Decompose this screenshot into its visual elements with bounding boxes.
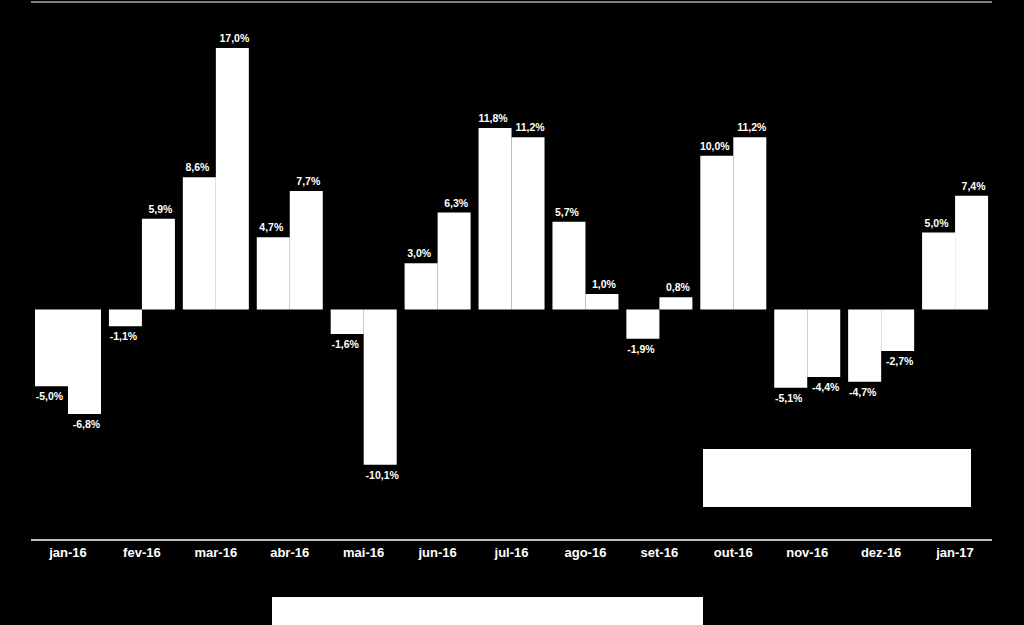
svg-text:out-16: out-16: [714, 545, 753, 560]
svg-text:mar-16: mar-16: [194, 545, 237, 560]
svg-text:5,7%: 5,7%: [555, 206, 580, 218]
svg-text:5,9%: 5,9%: [148, 203, 173, 215]
svg-text:17,0%: 17,0%: [219, 32, 249, 44]
svg-text:jul-16: jul-16: [494, 545, 529, 560]
svg-text:8,6%: 8,6%: [185, 161, 210, 173]
svg-text:-5,1%: -5,1%: [775, 392, 803, 404]
svg-text:-10,1%: -10,1%: [366, 469, 400, 481]
svg-text:jan-17: jan-17: [935, 545, 974, 560]
svg-text:dez-16: dez-16: [861, 545, 901, 560]
svg-text:4,7%: 4,7%: [259, 221, 284, 233]
svg-text:0,8%: 0,8%: [666, 281, 691, 293]
svg-text:7,4%: 7,4%: [962, 180, 987, 192]
svg-text:3,0%: 3,0%: [407, 247, 432, 259]
svg-text:ago-16: ago-16: [564, 545, 606, 560]
svg-text:mai-16: mai-16: [343, 545, 384, 560]
svg-text:-2,7%: -2,7%: [886, 355, 914, 367]
svg-text:6,3%: 6,3%: [444, 197, 469, 209]
svg-text:abr-16: abr-16: [270, 545, 309, 560]
svg-text:-6,8%: -6,8%: [73, 418, 101, 430]
svg-text:-1,9%: -1,9%: [627, 343, 655, 355]
svg-text:5,0%: 5,0%: [925, 217, 950, 229]
svg-text:-1,1%: -1,1%: [110, 330, 138, 342]
svg-text:set-16: set-16: [641, 545, 679, 560]
svg-text:11,2%: 11,2%: [737, 121, 767, 133]
svg-text:nov-16: nov-16: [786, 545, 828, 560]
svg-text:11,8%: 11,8%: [478, 112, 508, 124]
svg-text:1,0%: 1,0%: [592, 278, 617, 290]
svg-text:jan-16: jan-16: [48, 545, 87, 560]
svg-text:7,7%: 7,7%: [296, 175, 321, 187]
svg-text:fev-16: fev-16: [123, 545, 161, 560]
svg-text:-1,6%: -1,6%: [331, 338, 359, 350]
svg-text:jun-16: jun-16: [417, 545, 456, 560]
svg-text:10,0%: 10,0%: [700, 140, 730, 152]
svg-text:-5,0%: -5,0%: [36, 390, 64, 402]
svg-text:-4,4%: -4,4%: [812, 381, 840, 393]
svg-text:11,2%: 11,2%: [515, 121, 545, 133]
svg-text:-4,7%: -4,7%: [849, 386, 877, 398]
